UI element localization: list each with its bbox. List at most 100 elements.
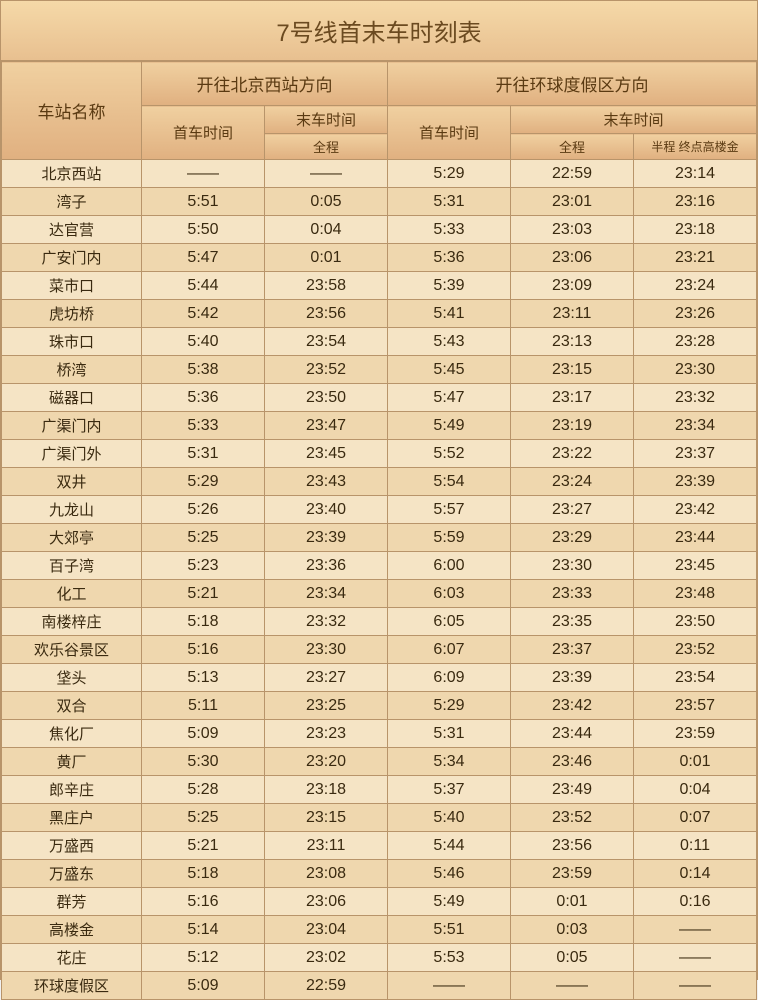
d2-full-cell: 23:22 [511,440,634,468]
d1-last-cell: 0:05 [265,188,388,216]
table-row: 欢乐谷景区5:1623:306:0723:3723:52 [2,636,757,664]
d1-first-cell: 5:42 [142,300,265,328]
table-row: 百子湾5:2323:366:0023:3023:45 [2,552,757,580]
d1-last-cell: 23:11 [265,832,388,860]
d2-first-cell: 6:05 [388,608,511,636]
d2-half-cell: 23:24 [634,272,757,300]
table-row: 化工5:2123:346:0323:3323:48 [2,580,757,608]
d1-first-cell: 5:47 [142,244,265,272]
d2-half-cell: 23:48 [634,580,757,608]
d2-half-cell: 23:34 [634,412,757,440]
table-row: 桥湾5:3823:525:4523:1523:30 [2,356,757,384]
d1-first-cell: 5:44 [142,272,265,300]
d2-first-cell: 6:03 [388,580,511,608]
d2-half-cell: 23:32 [634,384,757,412]
d2-half-cell: 23:45 [634,552,757,580]
d2-first-cell: 5:39 [388,272,511,300]
d1-last-cell: 23:43 [265,468,388,496]
d2-half-cell: 23:18 [634,216,757,244]
d2-first-cell: 5:40 [388,804,511,832]
d1-first-cell: 5:30 [142,748,265,776]
col-dir2-header: 开往环球度假区方向 [388,62,757,106]
station-cell: 百子湾 [2,552,142,580]
d2-half-cell: 23:44 [634,524,757,552]
station-cell: 湾子 [2,188,142,216]
d2-half-cell: 23:14 [634,160,757,188]
station-cell: 北京西站 [2,160,142,188]
table-row: 双井5:2923:435:5423:2423:39 [2,468,757,496]
d2-full-cell: 0:05 [511,944,634,972]
d1-first-cell: 5:21 [142,580,265,608]
d2-first-cell: 5:31 [388,720,511,748]
station-cell: 桥湾 [2,356,142,384]
table-row: 广渠门外5:3123:455:5223:2223:37 [2,440,757,468]
station-cell: 垡头 [2,664,142,692]
d1-first-cell: 5:28 [142,776,265,804]
station-cell: 万盛西 [2,832,142,860]
d1-first-cell: 5:16 [142,636,265,664]
timetable: 车站名称 开往北京西站方向 开往环球度假区方向 首车时间 末车时间 首车时间 末… [1,61,757,1000]
d2-first-cell: 5:33 [388,216,511,244]
d2-full-cell: 23:13 [511,328,634,356]
col-d1-full-header: 全程 [265,134,388,160]
d2-half-cell: 0:01 [634,748,757,776]
table-row: 广安门内5:470:015:3623:0623:21 [2,244,757,272]
station-cell: 珠市口 [2,328,142,356]
d2-half-cell: 23:50 [634,608,757,636]
table-row: 九龙山5:2623:405:5723:2723:42 [2,496,757,524]
table-row: 珠市口5:4023:545:4323:1323:28 [2,328,757,356]
table-row: 磁器口5:3623:505:4723:1723:32 [2,384,757,412]
d1-first-cell: 5:21 [142,832,265,860]
d2-half-cell: 23:37 [634,440,757,468]
d1-first-cell: 5:26 [142,496,265,524]
station-cell: 南楼梓庄 [2,608,142,636]
d2-full-cell: 23:30 [511,552,634,580]
d2-first-cell: 5:49 [388,888,511,916]
d2-first-cell: 5:53 [388,944,511,972]
d2-full-cell: 23:24 [511,468,634,496]
d2-full-cell: 0:01 [511,888,634,916]
d1-first-cell: 5:50 [142,216,265,244]
station-cell: 化工 [2,580,142,608]
d1-first-cell: 5:16 [142,888,265,916]
d2-full-cell: 23:33 [511,580,634,608]
d2-first-cell: 5:57 [388,496,511,524]
d1-first-cell: 5:38 [142,356,265,384]
d2-half-cell: 23:54 [634,664,757,692]
d1-first-cell: —— [142,160,265,188]
d1-first-cell: 5:09 [142,720,265,748]
d1-first-cell: 5:51 [142,188,265,216]
d2-full-cell: 23:59 [511,860,634,888]
d2-first-cell: 5:52 [388,440,511,468]
d2-half-cell: 23:52 [634,636,757,664]
d2-full-cell: 23:46 [511,748,634,776]
d1-last-cell: 23:27 [265,664,388,692]
d2-half-cell: 23:42 [634,496,757,524]
table-row: 高楼金5:1423:045:510:03—— [2,916,757,944]
d2-first-cell: 5:37 [388,776,511,804]
d1-first-cell: 5:40 [142,328,265,356]
d2-full-cell: 23:35 [511,608,634,636]
d2-first-cell: 5:36 [388,244,511,272]
d2-first-cell: 5:29 [388,160,511,188]
station-cell: 花庄 [2,944,142,972]
d1-last-cell: 23:34 [265,580,388,608]
d2-half-cell: 23:59 [634,720,757,748]
d2-first-cell: 6:07 [388,636,511,664]
table-row: 虎坊桥5:4223:565:4123:1123:26 [2,300,757,328]
table-row: 大郊亭5:2523:395:5923:2923:44 [2,524,757,552]
station-cell: 万盛东 [2,860,142,888]
d2-full-cell: 23:37 [511,636,634,664]
d2-first-cell: 5:41 [388,300,511,328]
d1-first-cell: 5:11 [142,692,265,720]
d2-half-cell: 23:26 [634,300,757,328]
d1-first-cell: 5:31 [142,440,265,468]
table-row: 垡头5:1323:276:0923:3923:54 [2,664,757,692]
d2-half-cell: —— [634,944,757,972]
d1-last-cell: 0:04 [265,216,388,244]
station-cell: 群芳 [2,888,142,916]
d2-full-cell: 23:29 [511,524,634,552]
table-row: 万盛西5:2123:115:4423:560:11 [2,832,757,860]
d2-full-cell: 0:03 [511,916,634,944]
d2-full-cell: 23:17 [511,384,634,412]
